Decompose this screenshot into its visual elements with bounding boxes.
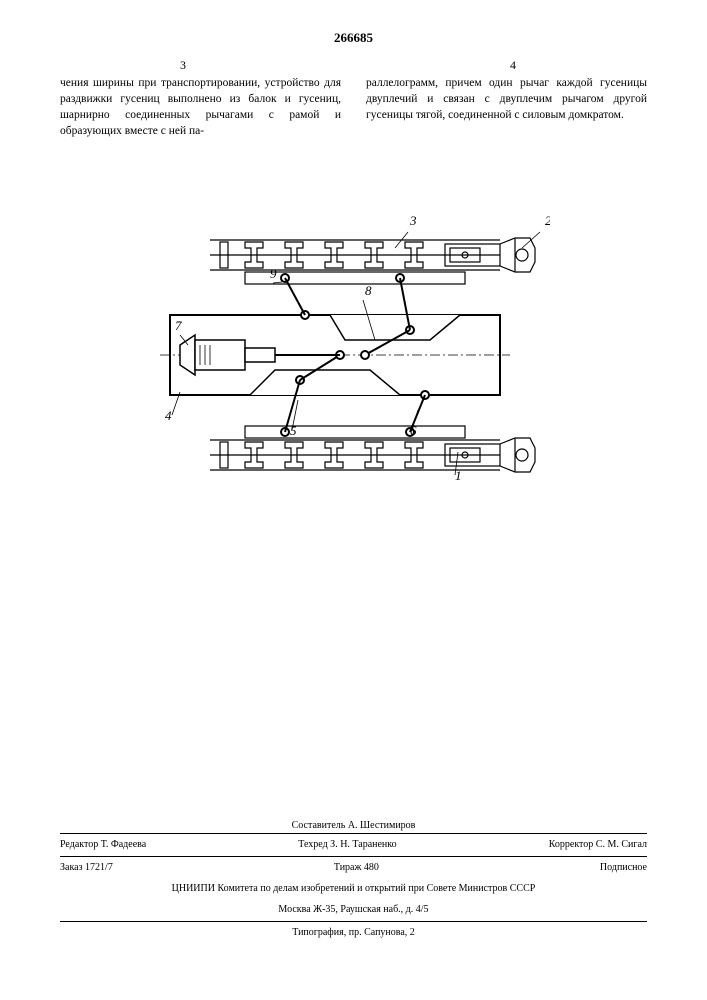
figure-label-1: 1 bbox=[455, 468, 462, 483]
footer: Составитель А. Шестимиров Редактор Т. Фа… bbox=[60, 812, 647, 940]
figure-label-7: 7 bbox=[175, 318, 182, 333]
patent-number: 266685 bbox=[0, 30, 707, 46]
technical-drawing: 1 2 3 4 5 6 7 8 9 bbox=[150, 200, 550, 500]
publisher: ЦНИИПИ Комитета по делам изобретений и о… bbox=[60, 881, 647, 896]
figure-label-5: 5 bbox=[290, 423, 297, 438]
order: Заказ 1721/7 bbox=[60, 860, 113, 875]
figure-label-8: 8 bbox=[365, 283, 372, 298]
figure-label-6: 6 bbox=[410, 423, 417, 438]
left-column-number: 3 bbox=[180, 58, 186, 73]
tech-editor: Техред З. Н. Тараненко bbox=[298, 837, 396, 852]
figure-label-2: 2 bbox=[545, 213, 550, 228]
typography: Типография, пр. Сапунова, 2 bbox=[60, 921, 647, 940]
figure-label-4: 4 bbox=[165, 408, 172, 423]
text-columns: чения ширины при транспортировании, устр… bbox=[60, 75, 647, 139]
circulation: Тираж 480 bbox=[334, 860, 379, 875]
compiler-line: Составитель А. Шестимиров bbox=[60, 818, 647, 833]
address: Москва Ж-35, Раушская наб., д. 4/5 bbox=[60, 902, 647, 917]
subscription: Подписное bbox=[600, 860, 647, 875]
corrector: Корректор С. М. Сигал bbox=[549, 837, 647, 852]
right-column: раллелограмм, причем один рычаг каждой г… bbox=[366, 75, 647, 139]
right-column-number: 4 bbox=[510, 58, 516, 73]
order-line: Заказ 1721/7 Тираж 480 Подписное bbox=[60, 856, 647, 875]
figure-label-3: 3 bbox=[409, 213, 417, 228]
credits-line: Редактор Т. Фадеева Техред З. Н. Таранен… bbox=[60, 833, 647, 852]
figure-label-9: 9 bbox=[270, 266, 277, 281]
left-column: чения ширины при транспортировании, устр… bbox=[60, 75, 341, 139]
editor: Редактор Т. Фадеева bbox=[60, 837, 146, 852]
